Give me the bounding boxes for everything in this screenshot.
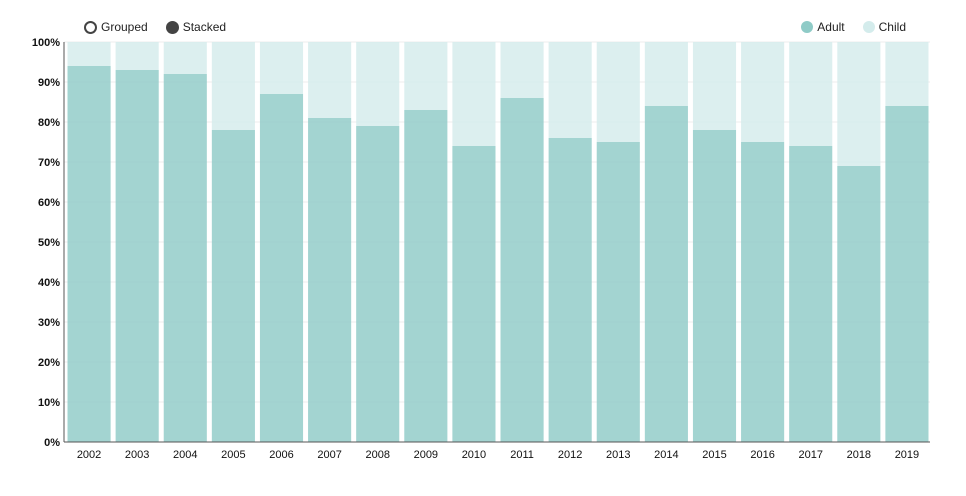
bar-child-2010: [452, 42, 496, 146]
bar-child-2015: [692, 42, 737, 130]
y-tick-label: 90%: [38, 77, 60, 89]
grouped-radio-icon[interactable]: [84, 20, 97, 34]
bar-adult-2018: [837, 166, 881, 442]
bar-child-2005: [211, 42, 255, 130]
x-tick-label: 2015: [702, 449, 726, 461]
chart-legend: Adult Child: [801, 20, 906, 34]
legend-adult-swatch-icon: [801, 21, 814, 33]
bar-adult-2017: [789, 146, 833, 442]
bar-child-2013: [596, 42, 640, 142]
y-tick-label: 60%: [38, 197, 60, 209]
y-tick-label: 70%: [38, 157, 60, 169]
bar-child-2019: [885, 42, 929, 106]
bar-adult-2005: [211, 130, 255, 442]
x-tick-label: 2019: [895, 449, 919, 461]
y-tick-label: 80%: [38, 117, 60, 129]
bar-adult-2014: [644, 106, 688, 442]
x-tick-label: 2006: [269, 449, 293, 461]
bar-adult-2006: [259, 94, 304, 442]
bar-adult-2002: [67, 66, 111, 442]
bar-child-2011: [500, 42, 544, 98]
x-tick-label: 2005: [221, 449, 245, 461]
y-tick-label: 30%: [38, 317, 60, 329]
bar-child-2009: [404, 42, 448, 110]
bar-adult-2009: [404, 110, 448, 442]
bar-child-2014: [644, 42, 688, 106]
y-tick-label: 20%: [38, 357, 60, 369]
bar-child-2017: [789, 42, 833, 146]
y-tick-label: 40%: [38, 277, 60, 289]
x-tick-label: 2003: [125, 449, 149, 461]
x-tick-label: 2012: [558, 449, 582, 461]
bar-adult-2007: [308, 118, 352, 442]
legend-child-swatch-icon: [862, 21, 875, 33]
bar-adult-2004: [163, 74, 207, 442]
y-tick-label: 10%: [38, 397, 60, 409]
bar-adult-2010: [452, 146, 496, 442]
bar-child-2012: [548, 42, 592, 138]
bar-child-2008: [356, 42, 400, 126]
legend-item-child[interactable]: Child: [862, 20, 906, 34]
bar-adult-2003: [115, 70, 159, 442]
x-tick-label: 2004: [173, 449, 197, 461]
bar-child-2004: [163, 42, 207, 74]
x-tick-label: 2016: [750, 449, 774, 461]
bar-adult-2015: [692, 130, 737, 442]
stacked-radio-icon[interactable]: [165, 20, 179, 34]
bar-child-2003: [115, 42, 159, 70]
bar-adult-2019: [885, 106, 929, 442]
x-tick-label: 2014: [654, 449, 678, 461]
legend-child-label: Child: [878, 20, 906, 34]
bar-adult-2011: [500, 98, 544, 442]
x-tick-label: 2007: [317, 449, 341, 461]
x-tick-label: 2002: [77, 449, 101, 461]
x-tick-label: 2010: [462, 449, 486, 461]
bar-child-2018: [837, 42, 881, 166]
grouped-label: Grouped: [101, 20, 148, 34]
bar-child-2016: [741, 42, 785, 142]
bar-adult-2013: [596, 142, 640, 442]
x-tick-label: 2009: [414, 449, 438, 461]
bar-child-2002: [67, 42, 111, 66]
bar-adult-2016: [741, 142, 785, 442]
x-tick-label: 2017: [798, 449, 822, 461]
legend-item-adult[interactable]: Adult: [801, 20, 845, 34]
x-tick-label: 2018: [847, 449, 871, 461]
bar-child-2006: [259, 42, 304, 94]
x-tick-label: 2013: [606, 449, 630, 461]
bar-child-2007: [308, 42, 352, 118]
grouped-option[interactable]: Grouped: [84, 20, 148, 34]
x-tick-label: 2008: [365, 449, 389, 461]
y-tick-label: 0%: [44, 437, 60, 449]
stacked-label: Stacked: [182, 20, 227, 34]
legend-adult-label: Adult: [817, 20, 845, 34]
mode-toggle: Grouped Stacked: [84, 20, 226, 34]
y-tick-label: 50%: [38, 237, 60, 249]
bar-adult-2012: [548, 138, 592, 442]
stacked-option[interactable]: Stacked: [165, 20, 227, 34]
x-tick-label: 2011: [510, 449, 534, 461]
bar-adult-2008: [356, 126, 400, 442]
y-tick-label: 100%: [32, 37, 60, 49]
